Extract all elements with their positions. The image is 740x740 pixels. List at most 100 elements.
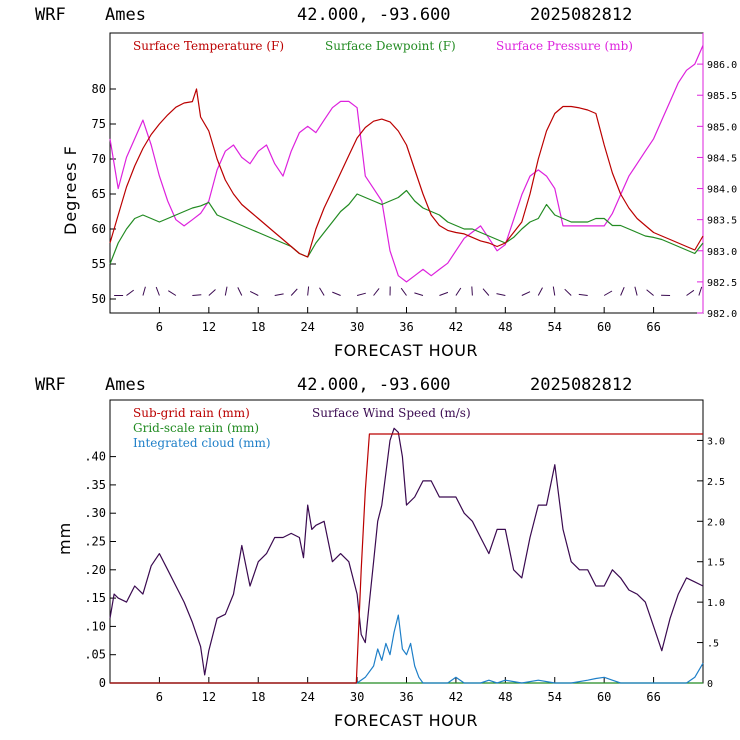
wind-barb: [537, 287, 543, 296]
dewpoint-line: [109, 189, 704, 265]
legend-gridscale-rain: Grid-scale rain (mm): [133, 421, 259, 435]
wind-barb: [274, 293, 284, 296]
bottom-coords-label: 42.000, -93.600: [297, 375, 451, 395]
bottom-x-axis-title: FORECAST HOUR: [334, 711, 478, 730]
bottom-model-label: WRF: [35, 375, 66, 395]
subgrid-rain-line: [110, 433, 703, 684]
top-xtick-label: 66: [646, 320, 660, 334]
legend-temperature: Surface Temperature (F): [133, 39, 284, 53]
bottom-left-ytick-label: .20: [84, 563, 106, 577]
top-left-ytick-label: 65: [92, 187, 106, 201]
bottom-xtick-label: 60: [597, 690, 611, 704]
wind-barb: [521, 291, 531, 296]
wind-barb: [356, 292, 366, 296]
bottom-xtick-label: 30: [350, 690, 364, 704]
pressure-line: [109, 45, 704, 283]
wind-barb: [620, 287, 625, 296]
top-right-ytick-label: 985.5: [707, 91, 737, 102]
legend-pressure: Surface Pressure (mb): [496, 39, 633, 53]
top-right-ytick-label: 984.0: [707, 185, 737, 196]
wind-barb: [471, 286, 473, 296]
wind-barb: [578, 293, 588, 296]
wind-barb: [439, 291, 449, 296]
bottom-right-ticks: 0 .5 1.0 1.5 2.0 2.5 3.0: [697, 436, 725, 690]
bottom-right-ytick-label: 3.0: [707, 436, 725, 447]
bottom-left-ytick-label: .15: [84, 591, 106, 605]
bottom-left-ytick-label: .40: [84, 450, 106, 464]
wind-barb: [192, 294, 202, 296]
top-left-ytick-label: 80: [92, 82, 106, 96]
bottom-left-ytick-label: 0: [99, 676, 106, 690]
bottom-left-ytick-label: .05: [84, 648, 106, 662]
top-right-ticks: 982.0 982.5 983.0 983.5 984.0 984.5 985.0 985.5…: [697, 60, 737, 320]
bottom-xtick-label: 66: [646, 690, 660, 704]
top-x-ticks: 6 12 18 24 30 36 42 48 54 60 66: [156, 307, 661, 334]
bottom-right-ytick-label: .5: [707, 639, 719, 650]
wind-barb: [290, 288, 298, 296]
legend-subgrid-rain: Sub-grid rain (mm): [133, 406, 250, 420]
wind-barb: [564, 288, 572, 296]
wind-barb: [414, 292, 424, 296]
top-init-label: 2025082812: [530, 5, 632, 25]
top-xtick-label: 48: [498, 320, 512, 334]
top-xtick-label: 60: [597, 320, 611, 334]
wind-barb: [552, 286, 556, 296]
bottom-y-ticks: 0 .05 .10 .15 .20 .25 .30 .35 .40: [84, 450, 116, 690]
bottom-xtick-label: 18: [251, 690, 265, 704]
temperature-line: [109, 88, 704, 258]
bottom-xtick-label: 42: [449, 690, 463, 704]
bottom-left-ytick-label: .10: [84, 619, 106, 633]
bottom-right-ytick-label: 1.5: [707, 558, 725, 569]
wind-barb: [646, 289, 654, 296]
legend-wind-speed: Surface Wind Speed (m/s): [312, 406, 471, 420]
top-y-ticks: 50 55 60 65 70 75 80: [92, 82, 116, 306]
top-right-ytick-label: 984.5: [707, 153, 737, 164]
top-xtick-label: 6: [156, 320, 163, 334]
top-xtick-label: 12: [202, 320, 216, 334]
top-panel: WRF Ames 42.000, -93.600 2025082812 Surf…: [35, 5, 737, 360]
top-xtick-label: 36: [399, 320, 413, 334]
bottom-init-label: 2025082812: [530, 375, 632, 395]
bottom-y-axis-title: mm: [55, 522, 74, 555]
bottom-series-group: [109, 427, 704, 684]
legend-integrated-cloud: Integrated cloud (mm): [133, 436, 271, 450]
wind-barb: [332, 291, 341, 296]
integrated-cloud-line: [110, 614, 704, 684]
wind-barb: [237, 287, 243, 296]
bottom-xtick-label: 48: [498, 690, 512, 704]
wind-barb: [373, 288, 380, 296]
bottom-xtick-label: 54: [548, 690, 562, 704]
bottom-right-ytick-label: 0: [707, 679, 713, 690]
top-model-label: WRF: [35, 5, 66, 25]
bottom-site-label: Ames: [105, 375, 146, 395]
top-right-ytick-label: 983.0: [707, 247, 737, 258]
bottom-right-ytick-label: 2.0: [707, 517, 725, 528]
bottom-left-ytick-label: .30: [84, 506, 106, 520]
top-left-ytick-label: 75: [92, 117, 106, 131]
wind-barb: [307, 286, 310, 296]
bottom-xtick-label: 6: [156, 690, 163, 704]
bottom-right-ytick-label: 1.0: [707, 598, 725, 609]
wind-barb: [482, 288, 490, 296]
top-series-group: [109, 45, 704, 283]
top-site-label: Ames: [105, 5, 146, 25]
top-coords-label: 42.000, -93.600: [297, 5, 451, 25]
top-right-ytick-label: 982.0: [707, 309, 737, 320]
wind-barb: [455, 287, 462, 296]
bottom-right-ytick-label: 2.5: [707, 477, 725, 488]
top-x-axis-title: FORECAST HOUR: [334, 341, 478, 360]
bottom-xtick-label: 12: [202, 690, 216, 704]
top-xtick-label: 24: [300, 320, 314, 334]
wind-barb: [155, 286, 160, 296]
wind-barb: [224, 286, 228, 296]
wind-barb: [400, 287, 407, 296]
wind-barb: [208, 289, 216, 296]
bottom-left-ytick-label: .35: [84, 478, 106, 492]
top-xtick-label: 42: [449, 320, 463, 334]
wind-barb: [168, 290, 177, 296]
legend-dewpoint: Surface Dewpoint (F): [325, 39, 456, 53]
top-plot-frame: [109, 32, 704, 314]
bottom-panel: WRF Ames 42.000, -93.600 2025082812 Sub-…: [35, 375, 725, 730]
top-left-ytick-label: 70: [92, 152, 106, 166]
